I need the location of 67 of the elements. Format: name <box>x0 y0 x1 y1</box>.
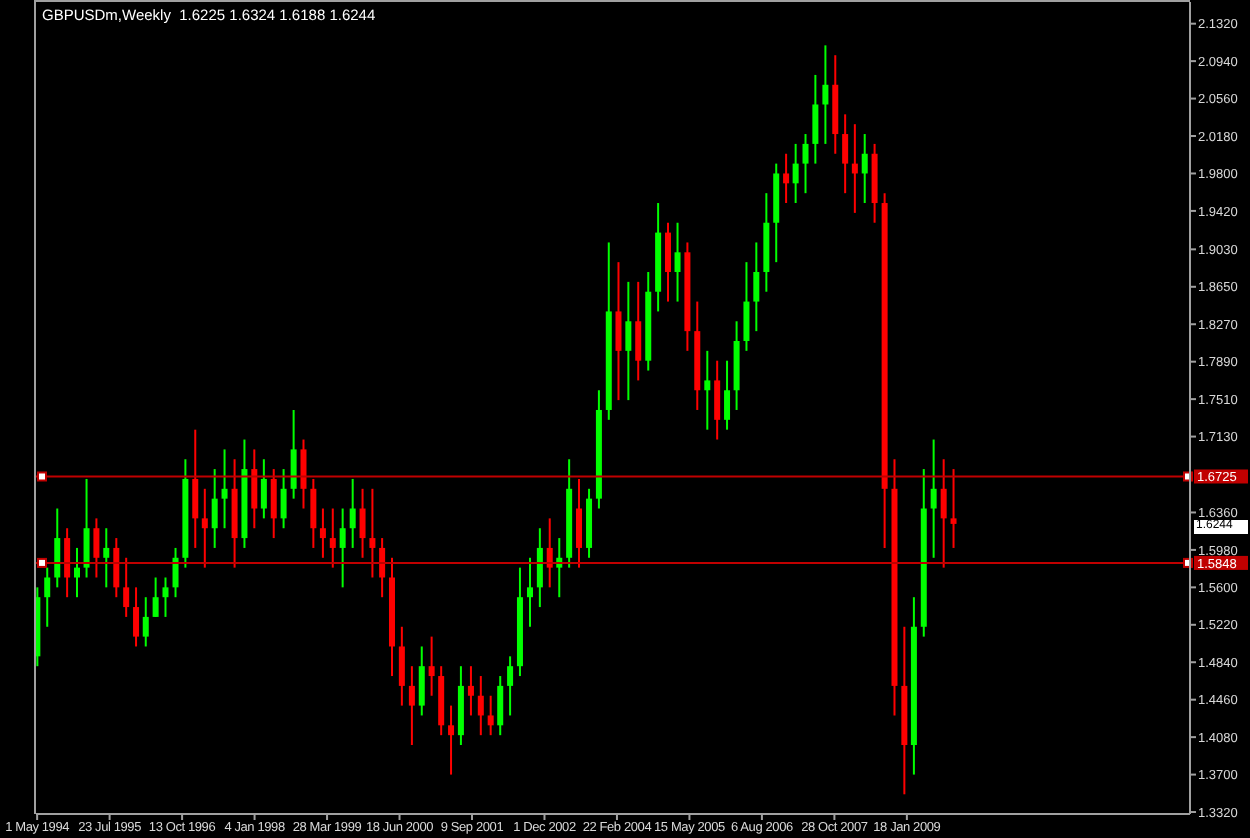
candlestick <box>428 635 435 697</box>
candlestick <box>753 241 760 333</box>
candlestick <box>133 586 140 648</box>
candlestick <box>674 221 681 303</box>
candlestick <box>487 694 494 737</box>
candlestick <box>172 546 179 599</box>
candlestick <box>152 576 159 618</box>
candlestick <box>950 468 957 549</box>
candlestick <box>64 527 71 599</box>
candlestick <box>290 408 297 500</box>
candlestick <box>940 458 947 569</box>
candlestick <box>398 625 405 707</box>
candlestick <box>162 576 169 618</box>
candlestick <box>300 438 307 510</box>
candlestick <box>842 113 849 195</box>
candlestick <box>280 468 287 530</box>
candlestick <box>93 517 100 579</box>
candlestick <box>103 527 110 589</box>
candlestick <box>507 655 514 717</box>
candlestick <box>251 448 258 530</box>
candlestick <box>930 438 937 559</box>
candlestick <box>329 507 336 569</box>
candlestick <box>497 675 504 737</box>
candlestick <box>546 517 553 589</box>
candlestick <box>448 704 455 776</box>
candlestick <box>408 665 415 747</box>
candlestick <box>664 221 671 303</box>
candlestick <box>802 133 809 195</box>
candlestick <box>822 44 829 145</box>
candlestick <box>339 507 346 589</box>
candlestick <box>724 359 731 431</box>
candlestick <box>792 142 799 205</box>
candlestick <box>54 507 61 589</box>
candlestick <box>743 261 750 352</box>
candlestick <box>526 556 533 628</box>
candlestick <box>615 261 622 402</box>
candlestick <box>369 487 376 579</box>
candlestick <box>851 123 858 214</box>
candlestick <box>44 566 51 628</box>
candlestick <box>319 507 326 559</box>
candlestick <box>260 458 267 520</box>
candlestick <box>704 349 711 431</box>
candlestick <box>418 645 425 717</box>
candlestick <box>467 665 474 717</box>
candlestick <box>211 468 218 549</box>
candlestick <box>812 73 819 165</box>
candlestick <box>349 477 356 549</box>
candlestick <box>477 675 484 737</box>
candlestick <box>359 487 366 559</box>
candlestick <box>714 359 721 441</box>
candlestick <box>142 596 149 648</box>
candlestick <box>625 280 632 402</box>
candlestick <box>113 537 120 599</box>
candlestick <box>379 537 386 599</box>
candlestick <box>310 477 317 549</box>
candlestick <box>536 527 543 609</box>
candlestick <box>74 546 80 599</box>
candlestick <box>635 280 642 382</box>
candlestick <box>123 556 130 618</box>
candlestick <box>270 468 277 540</box>
candlestick <box>83 477 90 579</box>
candlestick <box>221 448 228 530</box>
candlestick <box>201 487 208 569</box>
candlestick <box>576 477 583 569</box>
candlestick <box>861 133 868 205</box>
candlestick <box>783 152 790 205</box>
candlestick <box>192 428 199 549</box>
